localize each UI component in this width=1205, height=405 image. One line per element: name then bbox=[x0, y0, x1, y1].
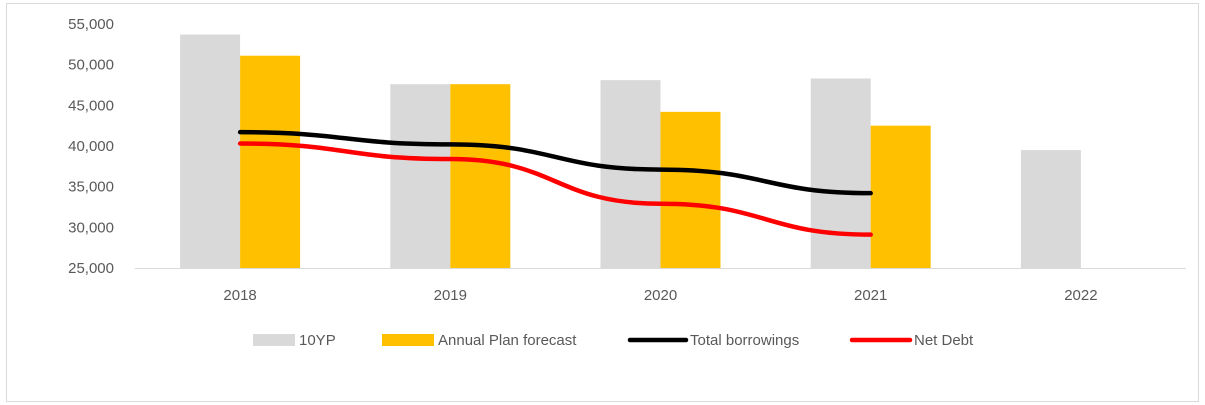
bar-10yp bbox=[1020, 150, 1081, 268]
x-tick-label: 2021 bbox=[854, 287, 887, 304]
y-tick-label: 50,000 bbox=[68, 57, 114, 74]
x-tick-label: 2018 bbox=[223, 287, 256, 304]
legend-item: 10YP bbox=[253, 332, 336, 349]
line-total-borrowings bbox=[237, 129, 873, 196]
lines-layer bbox=[237, 129, 873, 237]
legend: 10YP Annual Plan forecast Total borrowings… bbox=[253, 332, 974, 349]
legend-swatch bbox=[382, 334, 434, 346]
y-tick-label: 40,000 bbox=[68, 138, 114, 155]
bars-layer bbox=[180, 34, 1081, 269]
legend-label: 10YP bbox=[299, 332, 336, 349]
y-tick-label: 35,000 bbox=[68, 179, 114, 196]
bar-annual-plan-forecast bbox=[240, 55, 301, 268]
y-tick-label: 25,000 bbox=[68, 260, 114, 277]
y-tick-label: 45,000 bbox=[68, 97, 114, 114]
y-tick-label: 30,000 bbox=[68, 219, 114, 236]
bar-10yp bbox=[390, 84, 451, 268]
legend-label: Net Debt bbox=[914, 332, 974, 349]
legend-item: Total borrowings bbox=[627, 332, 799, 349]
bar-annual-plan-forecast bbox=[870, 125, 931, 269]
bar-10yp bbox=[810, 78, 871, 268]
x-tick-label: 2019 bbox=[434, 287, 467, 304]
line-net-debt bbox=[237, 141, 873, 237]
x-tick-label: 2022 bbox=[1064, 287, 1097, 304]
bar-10yp bbox=[180, 34, 241, 268]
bar-10yp bbox=[600, 80, 661, 269]
legend-label: Annual Plan forecast bbox=[438, 332, 577, 349]
legend-label: Total borrowings bbox=[690, 332, 799, 349]
y-axis: 25,000 30,000 35,000 40,000 45,000 50,000 55,0… bbox=[68, 16, 114, 277]
legend-item: Annual Plan forecast bbox=[382, 332, 577, 349]
legend-swatch bbox=[253, 334, 295, 346]
bar-annual-plan-forecast bbox=[450, 84, 511, 268]
y-tick-label: 55,000 bbox=[68, 16, 114, 33]
legend-item: Net Debt bbox=[849, 332, 974, 349]
bar-annual-plan-forecast bbox=[660, 111, 721, 268]
x-tick-label: 2020 bbox=[644, 287, 677, 304]
x-axis: 2018 2019 2020 2021 2022 bbox=[135, 268, 1186, 304]
